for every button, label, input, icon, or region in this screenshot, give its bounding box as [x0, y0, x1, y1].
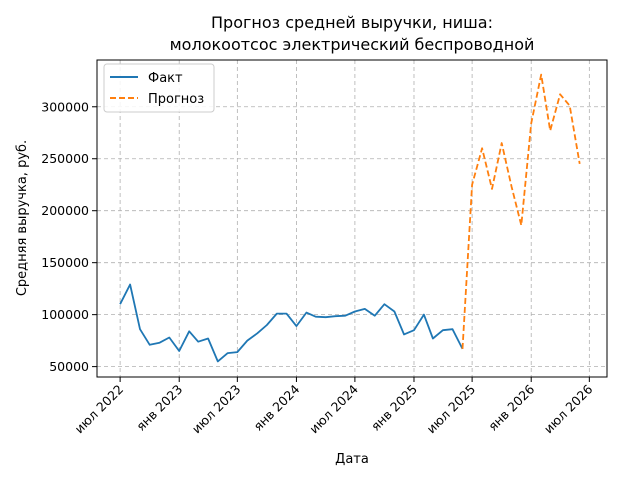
- chart-title-line-1: Прогноз средней выручки, ниша:: [211, 13, 493, 32]
- y-tick-label: 200000: [41, 203, 89, 218]
- chart-title-line-2: молокоотсос электрический беспроводной: [170, 35, 535, 54]
- series-lines: [119, 73, 581, 363]
- plot-area-frame: [96, 59, 608, 378]
- x-tick-label: июл 2026: [541, 381, 596, 436]
- x-tick-label: янв 2024: [250, 381, 302, 433]
- x-tick-label: июл 2022: [71, 382, 126, 437]
- y-axis-label: Средняя выручка, руб.: [15, 140, 30, 296]
- y-tick-label: 50000: [49, 359, 89, 374]
- y-tick-label: 100000: [41, 307, 89, 322]
- series-line-forecast: [461, 73, 581, 349]
- x-tick-label: июл 2025: [423, 382, 478, 437]
- series-line-fact: [119, 283, 464, 363]
- x-tick-label: июл 2024: [306, 381, 361, 436]
- y-axis-ticks: 50000 100000 150000 200000 250000 300000: [41, 99, 97, 374]
- legend-forecast-label: Прогноз: [148, 92, 204, 107]
- x-axis-ticks: июл 2022 янв 2023 июл 2023 янв 2024 июл 2024…: [71, 377, 595, 436]
- x-tick-label: янв 2025: [368, 382, 420, 434]
- grid-lines: [97, 60, 607, 377]
- y-tick-label: 150000: [41, 255, 89, 270]
- y-tick-label: 300000: [41, 99, 89, 114]
- x-tick-label: июл 2023: [189, 382, 244, 437]
- y-tick-label: 250000: [41, 151, 89, 166]
- x-tick-label: янв 2026: [485, 381, 537, 433]
- legend: Факт Прогноз: [103, 63, 215, 113]
- x-axis-label: Дата: [335, 452, 369, 467]
- legend-fact-label: Факт: [148, 71, 183, 86]
- x-tick-label: янв 2023: [133, 382, 185, 434]
